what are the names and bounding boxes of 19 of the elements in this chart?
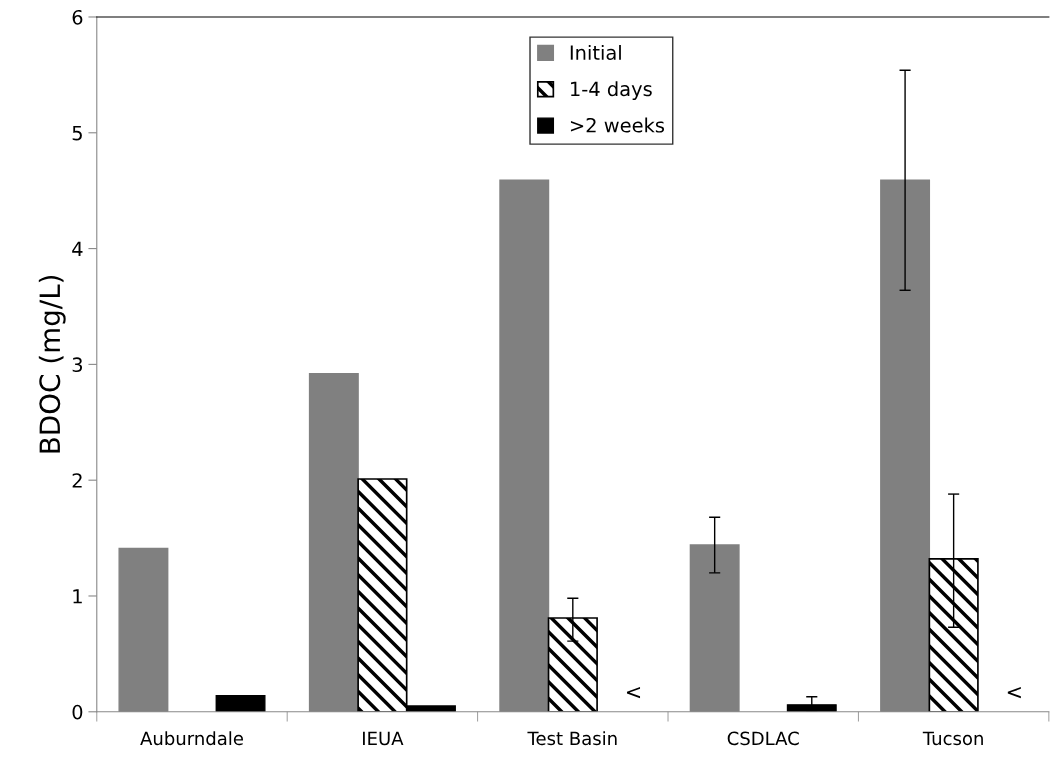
x-tick-label: Auburndale: [140, 731, 243, 746]
legend-label: 1-4 days: [571, 81, 652, 101]
y-tick-label: 3: [72, 357, 83, 373]
y-axis-title: BDOC (mg/L): [38, 275, 66, 453]
x-tick-label: IEUA: [363, 731, 404, 746]
y-tick-label: 6: [72, 9, 83, 25]
bar: [215, 694, 266, 712]
y-tick-label: 4: [72, 241, 83, 256]
legend-label: Initial: [570, 44, 621, 60]
annotation: <: [626, 687, 641, 699]
x-tick-label: Test Basin: [527, 731, 617, 746]
x-tick-label: Tucson: [922, 731, 983, 746]
y-tick-label: 5: [72, 126, 82, 141]
legend-label: >2 weeks: [570, 117, 665, 133]
y-tick-label: 2: [72, 473, 82, 488]
annotation: <: [1007, 687, 1021, 699]
y-tick-label: 0: [72, 704, 83, 720]
x-tick-label: CSDLAC: [727, 731, 799, 746]
y-tick-label: 1: [73, 589, 82, 604]
